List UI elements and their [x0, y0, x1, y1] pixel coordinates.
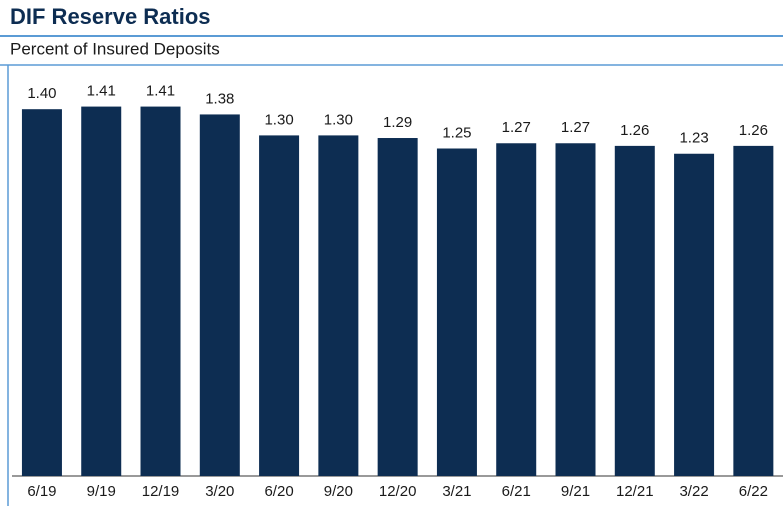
- x-tick-label: 12/21: [616, 483, 654, 500]
- bar: [318, 135, 359, 476]
- data-label: 1.25: [442, 124, 471, 141]
- x-tick-label: 9/21: [561, 483, 590, 500]
- data-label: 1.23: [679, 130, 708, 147]
- x-tick-label: 12/20: [379, 483, 417, 500]
- x-tick-label: 6/20: [264, 483, 293, 500]
- x-tick-label: 6/22: [739, 483, 768, 500]
- x-tick-label: 3/22: [679, 483, 708, 500]
- bar: [259, 135, 300, 476]
- x-tick-label: 3/20: [205, 483, 234, 500]
- bar: [436, 148, 477, 476]
- data-label: 1.38: [205, 90, 234, 107]
- x-tick-label: 6/19: [27, 483, 56, 500]
- data-label: 1.30: [264, 111, 293, 128]
- data-label: 1.29: [383, 114, 412, 131]
- x-tick-label: 12/19: [142, 483, 180, 500]
- data-label: 1.30: [324, 111, 353, 128]
- x-tick-label: 3/21: [442, 483, 471, 500]
- data-label: 1.26: [739, 122, 768, 139]
- bar: [140, 106, 181, 476]
- chart-subtitle: Percent of Insured Deposits: [10, 39, 220, 58]
- bar: [555, 143, 596, 476]
- data-label: 1.41: [87, 83, 116, 100]
- bar: [674, 153, 715, 477]
- data-label: 1.41: [146, 83, 175, 100]
- bar: [199, 114, 240, 476]
- x-tick-label: 9/19: [87, 483, 116, 500]
- x-tick-label: 6/21: [502, 483, 531, 500]
- bar: [377, 138, 418, 476]
- data-label: 1.27: [561, 119, 590, 136]
- chart-title: DIF Reserve Ratios: [10, 4, 211, 29]
- bar: [733, 145, 774, 476]
- bar: [496, 143, 537, 476]
- data-label: 1.26: [620, 122, 649, 139]
- data-label: 1.27: [502, 119, 531, 136]
- bar: [614, 145, 655, 476]
- data-label: 1.40: [27, 85, 56, 102]
- bar: [21, 109, 62, 476]
- bar: [81, 106, 122, 476]
- x-tick-label: 9/20: [324, 483, 353, 500]
